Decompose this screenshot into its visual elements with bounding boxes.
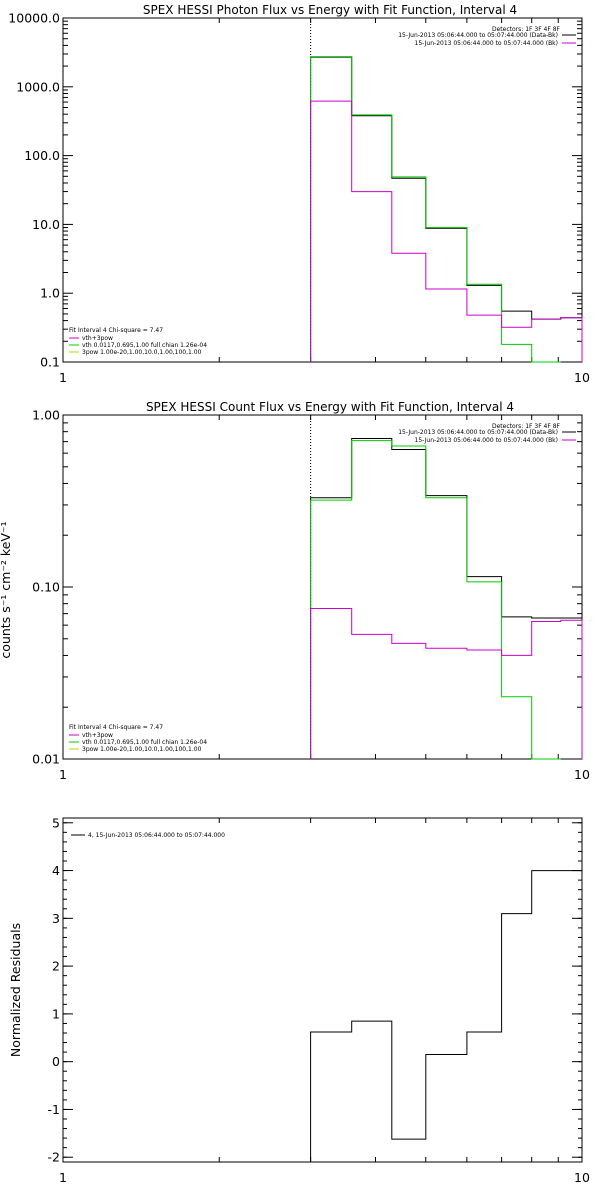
legend-detectors: Detectors: 1F 3F 4F 8F (492, 423, 561, 430)
x-tick-label: 1 (59, 767, 67, 782)
legend-entry: 15-Jun-2013 05:06:44.000 to 05:07:44.000… (415, 40, 558, 47)
legend-entry: vth 0.0117,0.695,1.00 full chian 1.26e-0… (82, 739, 207, 746)
y-tick-label: 5 (52, 815, 60, 830)
spectrum-series (310, 56, 561, 363)
x-tick-label: 10 (574, 1170, 590, 1185)
spectrum-series (310, 608, 583, 759)
x-tick-label: 1 (59, 1170, 67, 1185)
legend-entry: 15-Jun-2013 05:06:44.000 to 05:07:44.000… (398, 32, 558, 39)
legend-entry: 15-Jun-2013 05:06:44.000 to 05:07:44.000… (415, 437, 558, 444)
chart-title: SPEX HESSI Photon Flux vs Energy with Fi… (143, 3, 517, 17)
y-axis-label: Normalized Residuals (8, 923, 23, 1057)
y-tick-label: 0.01 (32, 752, 60, 767)
y-axis-label: counts s⁻¹ cm⁻² keV⁻¹ (0, 521, 13, 658)
y-tick-label: 1 (52, 1006, 60, 1021)
y-tick-label: -2 (48, 1150, 60, 1165)
legend-entry: 3pow 1.00e-20,1.00,10.0,1.00,100,1.00 (82, 349, 202, 356)
legend-header: Fit Interval 4 Chi-square = 7.47 (69, 327, 163, 334)
legend-entry: 4, 15-Jun-2013 05:06:44.000 to 05:07:44.… (88, 832, 225, 839)
y-tick-label: 0.10 (32, 580, 60, 595)
y-tick-label: 1.0 (40, 286, 60, 301)
photon-flux-panel: SPEX HESSI Photon Flux vs Energy with Fi… (8, 3, 590, 385)
legend-entry: 3pow 1.00e-20,1.00,10.0,1.00,100,1.00 (82, 746, 202, 753)
count-flux-panel: SPEX HESSI Count Flux vs Energy with Fit… (0, 400, 590, 782)
legend-entry: vth+3pow (82, 335, 113, 342)
legend-detectors: Detectors: 1F 3F 4F 8F (492, 26, 561, 33)
plot-frame (62, 414, 583, 760)
x-tick-label: 10 (574, 767, 590, 782)
spectrum-series (310, 440, 561, 760)
plot-frame (62, 17, 583, 363)
y-tick-label: 100.0 (24, 148, 60, 163)
y-tick-label: 0.1 (40, 355, 60, 370)
residuals-panel: Normalized Residuals 1 10 -2 -1 0 1 2 3 4 5 4, 15-… (8, 815, 590, 1185)
spectrum-series (310, 100, 583, 362)
x-tick-label: 1 (59, 370, 67, 385)
y-tick-label: 10.0 (32, 217, 60, 232)
plot-frame (62, 817, 583, 1163)
legend-entry: vth 0.0117,0.695,1.00 full chian 1.26e-0… (82, 342, 207, 349)
y-tick-label: -1 (48, 1102, 60, 1117)
y-tick-label: 3 (52, 911, 60, 926)
y-tick-label: 1.00 (32, 408, 60, 423)
y-tick-label: 10000.0 (8, 11, 60, 26)
y-tick-label: 2 (52, 959, 60, 974)
legend-entry: vth+3pow (82, 732, 113, 739)
legend-entry: 15-Jun-2013 05:06:44.000 to 05:07:44.000… (398, 429, 558, 436)
spectrum-series (310, 870, 582, 1162)
y-tick-label: 1000.0 (16, 79, 60, 94)
x-tick-label: 10 (574, 370, 590, 385)
y-tick-label: 4 (52, 863, 60, 878)
chart-title: SPEX HESSI Count Flux vs Energy with Fit… (146, 400, 514, 414)
legend-header: Fit Interval 4 Chi-square = 7.47 (69, 724, 163, 731)
y-tick-label: 0 (52, 1054, 60, 1069)
